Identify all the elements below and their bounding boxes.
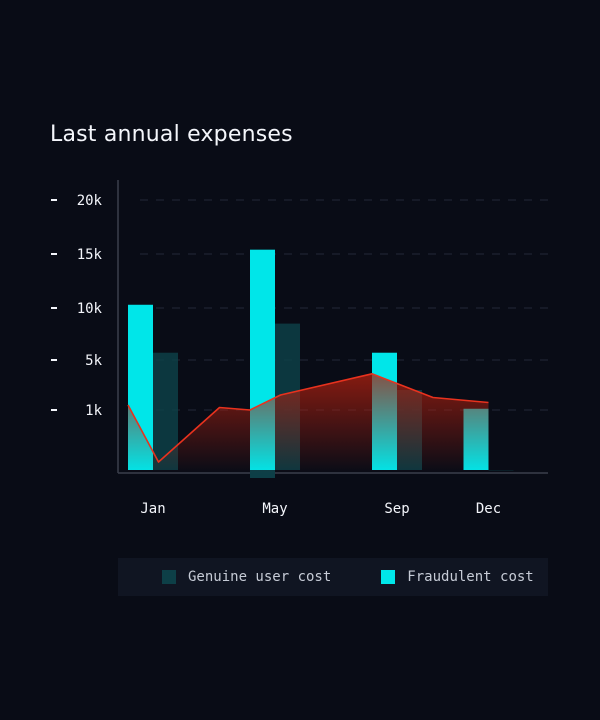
x-tick-label-jan: Jan bbox=[140, 501, 165, 517]
y-tick-label: 10k bbox=[77, 301, 103, 317]
y-tick-label: 5k bbox=[85, 353, 102, 369]
x-tick-label-dec: Dec bbox=[476, 501, 501, 517]
y-tick-label: 20k bbox=[77, 193, 103, 209]
x-tick-label-may: May bbox=[262, 501, 287, 517]
y-tick-label: 15k bbox=[77, 247, 103, 263]
area-fill bbox=[128, 373, 489, 473]
legend-label-genuine: Genuine user cost bbox=[188, 569, 332, 585]
area-line bbox=[127, 373, 489, 463]
legend-item-genuine: Genuine user cost bbox=[162, 569, 331, 585]
y-tick-label: 1k bbox=[85, 403, 102, 419]
x-tick-label-sep: Sep bbox=[384, 501, 409, 517]
chart-legend: Genuine user cost Fraudulent cost bbox=[118, 558, 548, 596]
legend-swatch-genuine bbox=[162, 570, 176, 584]
legend-item-fraudulent: Fraudulent cost bbox=[381, 569, 534, 585]
legend-label-fraudulent: Fraudulent cost bbox=[407, 569, 534, 585]
legend-swatch-fraudulent bbox=[381, 570, 396, 584]
chart-title: Last annual expenses bbox=[50, 122, 293, 147]
bar-fraudulent-base bbox=[250, 470, 275, 478]
